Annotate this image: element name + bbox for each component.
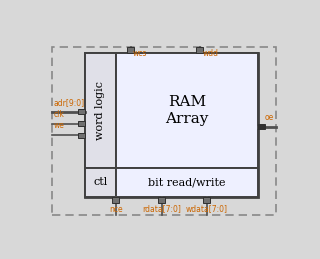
Text: word logic: word logic xyxy=(95,81,105,140)
Bar xyxy=(116,53,258,168)
Bar xyxy=(127,47,134,53)
Bar xyxy=(203,197,210,203)
Bar xyxy=(84,53,116,168)
Bar xyxy=(116,168,258,197)
Bar xyxy=(84,168,116,197)
Text: wcs: wcs xyxy=(133,49,148,58)
Text: wdd: wdd xyxy=(203,49,219,58)
Text: we: we xyxy=(54,121,65,130)
Bar xyxy=(112,197,119,203)
Text: rdata[7:0]: rdata[7:0] xyxy=(142,205,181,214)
Text: wdata[7:0]: wdata[7:0] xyxy=(186,205,228,214)
Bar xyxy=(78,109,84,114)
Bar xyxy=(78,133,84,138)
Text: nce: nce xyxy=(109,205,123,214)
Text: RAM
Array: RAM Array xyxy=(165,95,209,126)
Bar xyxy=(258,124,265,129)
Bar xyxy=(78,121,84,126)
Text: ctl: ctl xyxy=(93,177,108,187)
Text: bit read/write: bit read/write xyxy=(148,177,226,187)
Text: clk: clk xyxy=(54,110,65,119)
Bar xyxy=(84,53,258,197)
Bar xyxy=(196,47,204,53)
Text: oe: oe xyxy=(265,113,274,122)
Text: adr[9:0]: adr[9:0] xyxy=(54,98,85,107)
Bar xyxy=(52,47,276,214)
Bar xyxy=(158,197,165,203)
